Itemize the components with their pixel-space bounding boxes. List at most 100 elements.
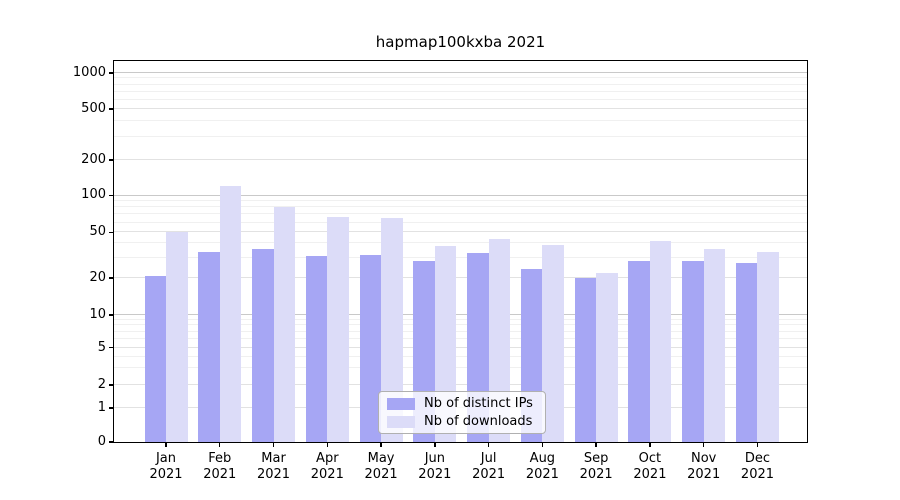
x-tick-label-nov: Nov 2021 (687, 451, 721, 482)
bar-nb-of-distinct-ips-dec (735, 263, 758, 442)
bar-nb-of-distinct-ips-apr (305, 256, 328, 442)
y-tick-mark-50 (109, 231, 113, 233)
gridline-5 (114, 346, 807, 348)
y-tick-mark-5 (109, 346, 113, 349)
y-tick-mark-20 (109, 277, 113, 279)
gridline-4 (114, 355, 807, 357)
x-tick-mark-may (380, 443, 382, 447)
y-tick-label-20: 20 (89, 270, 106, 286)
gridline-800 (114, 83, 807, 85)
plot-area (113, 60, 808, 443)
legend-row-downloads: Nb of downloads (387, 414, 537, 429)
gridline-20 (114, 277, 807, 279)
x-tick-label-aug: Aug 2021 (525, 451, 559, 482)
bar-nb-of-distinct-ips-jan (144, 275, 166, 442)
gridline-30 (114, 256, 807, 258)
y-tick-label-5: 5 (97, 339, 106, 355)
gridline-400 (114, 120, 807, 122)
gridline-70 (114, 213, 807, 215)
x-tick-mark-sep (595, 443, 597, 447)
y-tick-mark-500 (109, 108, 113, 110)
gridline-40 (114, 242, 807, 244)
gridline-200 (114, 158, 807, 160)
y-tick-mark-1 (109, 407, 113, 409)
y-tick-label-50: 50 (89, 224, 106, 240)
bar-nb-of-distinct-ips-feb (198, 251, 220, 442)
gridline-700 (114, 90, 807, 92)
bar-nb-of-downloads-may (381, 218, 403, 442)
x-tick-label-jun: Jun 2021 (418, 451, 452, 482)
y-tick-mark-1000 (109, 72, 113, 74)
gridline-50 (114, 231, 807, 233)
x-tick-mark-jan (165, 443, 167, 447)
x-tick-mark-oct (649, 443, 651, 447)
x-tick-label-mar: Mar 2021 (256, 451, 291, 482)
bar-nb-of-downloads-mar (273, 207, 296, 442)
bar-nb-of-downloads-nov (703, 248, 726, 442)
y-tick-label-200: 200 (81, 151, 106, 167)
bar-nb-of-distinct-ips-may (359, 254, 382, 442)
x-tick-label-oct: Oct 2021 (633, 451, 667, 482)
gridline-80 (114, 206, 807, 208)
gridline-300 (114, 136, 807, 138)
plot-inner (114, 61, 807, 442)
bar-nb-of-distinct-ips-mar (252, 248, 274, 442)
chart-title: hapmap100kxba 2021 (375, 33, 546, 51)
y-tick-label-1000: 1000 (72, 65, 106, 80)
gridline-1000 (114, 72, 807, 74)
gridline-3 (114, 367, 807, 369)
legend-label-distinct-ips: Nb of distinct IPs (424, 396, 533, 411)
gridline-2 (114, 384, 807, 386)
gridline-100 (114, 194, 807, 196)
bar-nb-of-distinct-ips-sep (574, 278, 597, 442)
y-tick-mark-0 (109, 441, 113, 443)
x-tick-mark-nov (703, 443, 705, 447)
gridline-9 (114, 318, 807, 320)
x-tick-mark-jul (487, 443, 490, 447)
y-tick-label-100: 100 (81, 187, 106, 203)
x-tick-label-feb: Feb 2021 (203, 451, 237, 482)
bar-nb-of-distinct-ips-oct (628, 261, 650, 442)
x-tick-label-sep: Sep 2021 (579, 451, 613, 482)
gridline-6 (114, 337, 807, 339)
y-tick-label-500: 500 (81, 101, 106, 116)
legend: Nb of distinct IPs Nb of downloads (378, 391, 546, 434)
y-tick-label-0: 0 (97, 434, 106, 449)
bar-nb-of-distinct-ips-nov (682, 261, 704, 442)
y-tick-label-1: 1 (97, 400, 106, 415)
bar-nb-of-downloads-apr (327, 216, 349, 442)
x-tick-mark-feb (219, 443, 221, 447)
x-tick-mark-mar (272, 443, 275, 447)
gridline-7 (114, 330, 807, 332)
y-tick-label-10: 10 (89, 307, 106, 322)
x-tick-label-apr: Apr 2021 (310, 451, 344, 482)
gridline-600 (114, 98, 807, 100)
gridline-900 (114, 77, 807, 79)
bar-nb-of-downloads-sep (596, 273, 618, 442)
legend-row-distinct-ips: Nb of distinct IPs (387, 396, 537, 411)
bar-nb-of-downloads-oct (649, 241, 672, 442)
x-tick-label-jul: Jul 2021 (472, 451, 506, 482)
gridline-60 (114, 221, 807, 223)
gridline-500 (114, 108, 807, 110)
x-tick-mark-jun (434, 443, 436, 447)
x-tick-mark-dec (756, 443, 759, 447)
legend-swatch-downloads-icon (387, 415, 415, 428)
gridline-8 (114, 324, 807, 326)
y-tick-mark-200 (109, 159, 113, 161)
legend-swatch-distinct-ips-icon (387, 397, 415, 410)
bar-nb-of-downloads-dec (757, 251, 779, 442)
x-tick-mark-aug (541, 443, 544, 447)
x-tick-label-jan: Jan 2021 (149, 451, 183, 482)
legend-label-downloads: Nb of downloads (424, 414, 533, 429)
x-tick-label-dec: Dec 2021 (740, 451, 775, 482)
bar-nb-of-downloads-jan (166, 232, 188, 442)
x-tick-mark-apr (326, 443, 328, 447)
y-tick-mark-2 (109, 384, 113, 386)
y-tick-mark-10 (109, 314, 113, 316)
gridline-90 (114, 200, 807, 202)
y-tick-label-2: 2 (97, 377, 106, 392)
bar-nb-of-downloads-feb (219, 186, 242, 442)
gridline-10 (114, 314, 807, 316)
